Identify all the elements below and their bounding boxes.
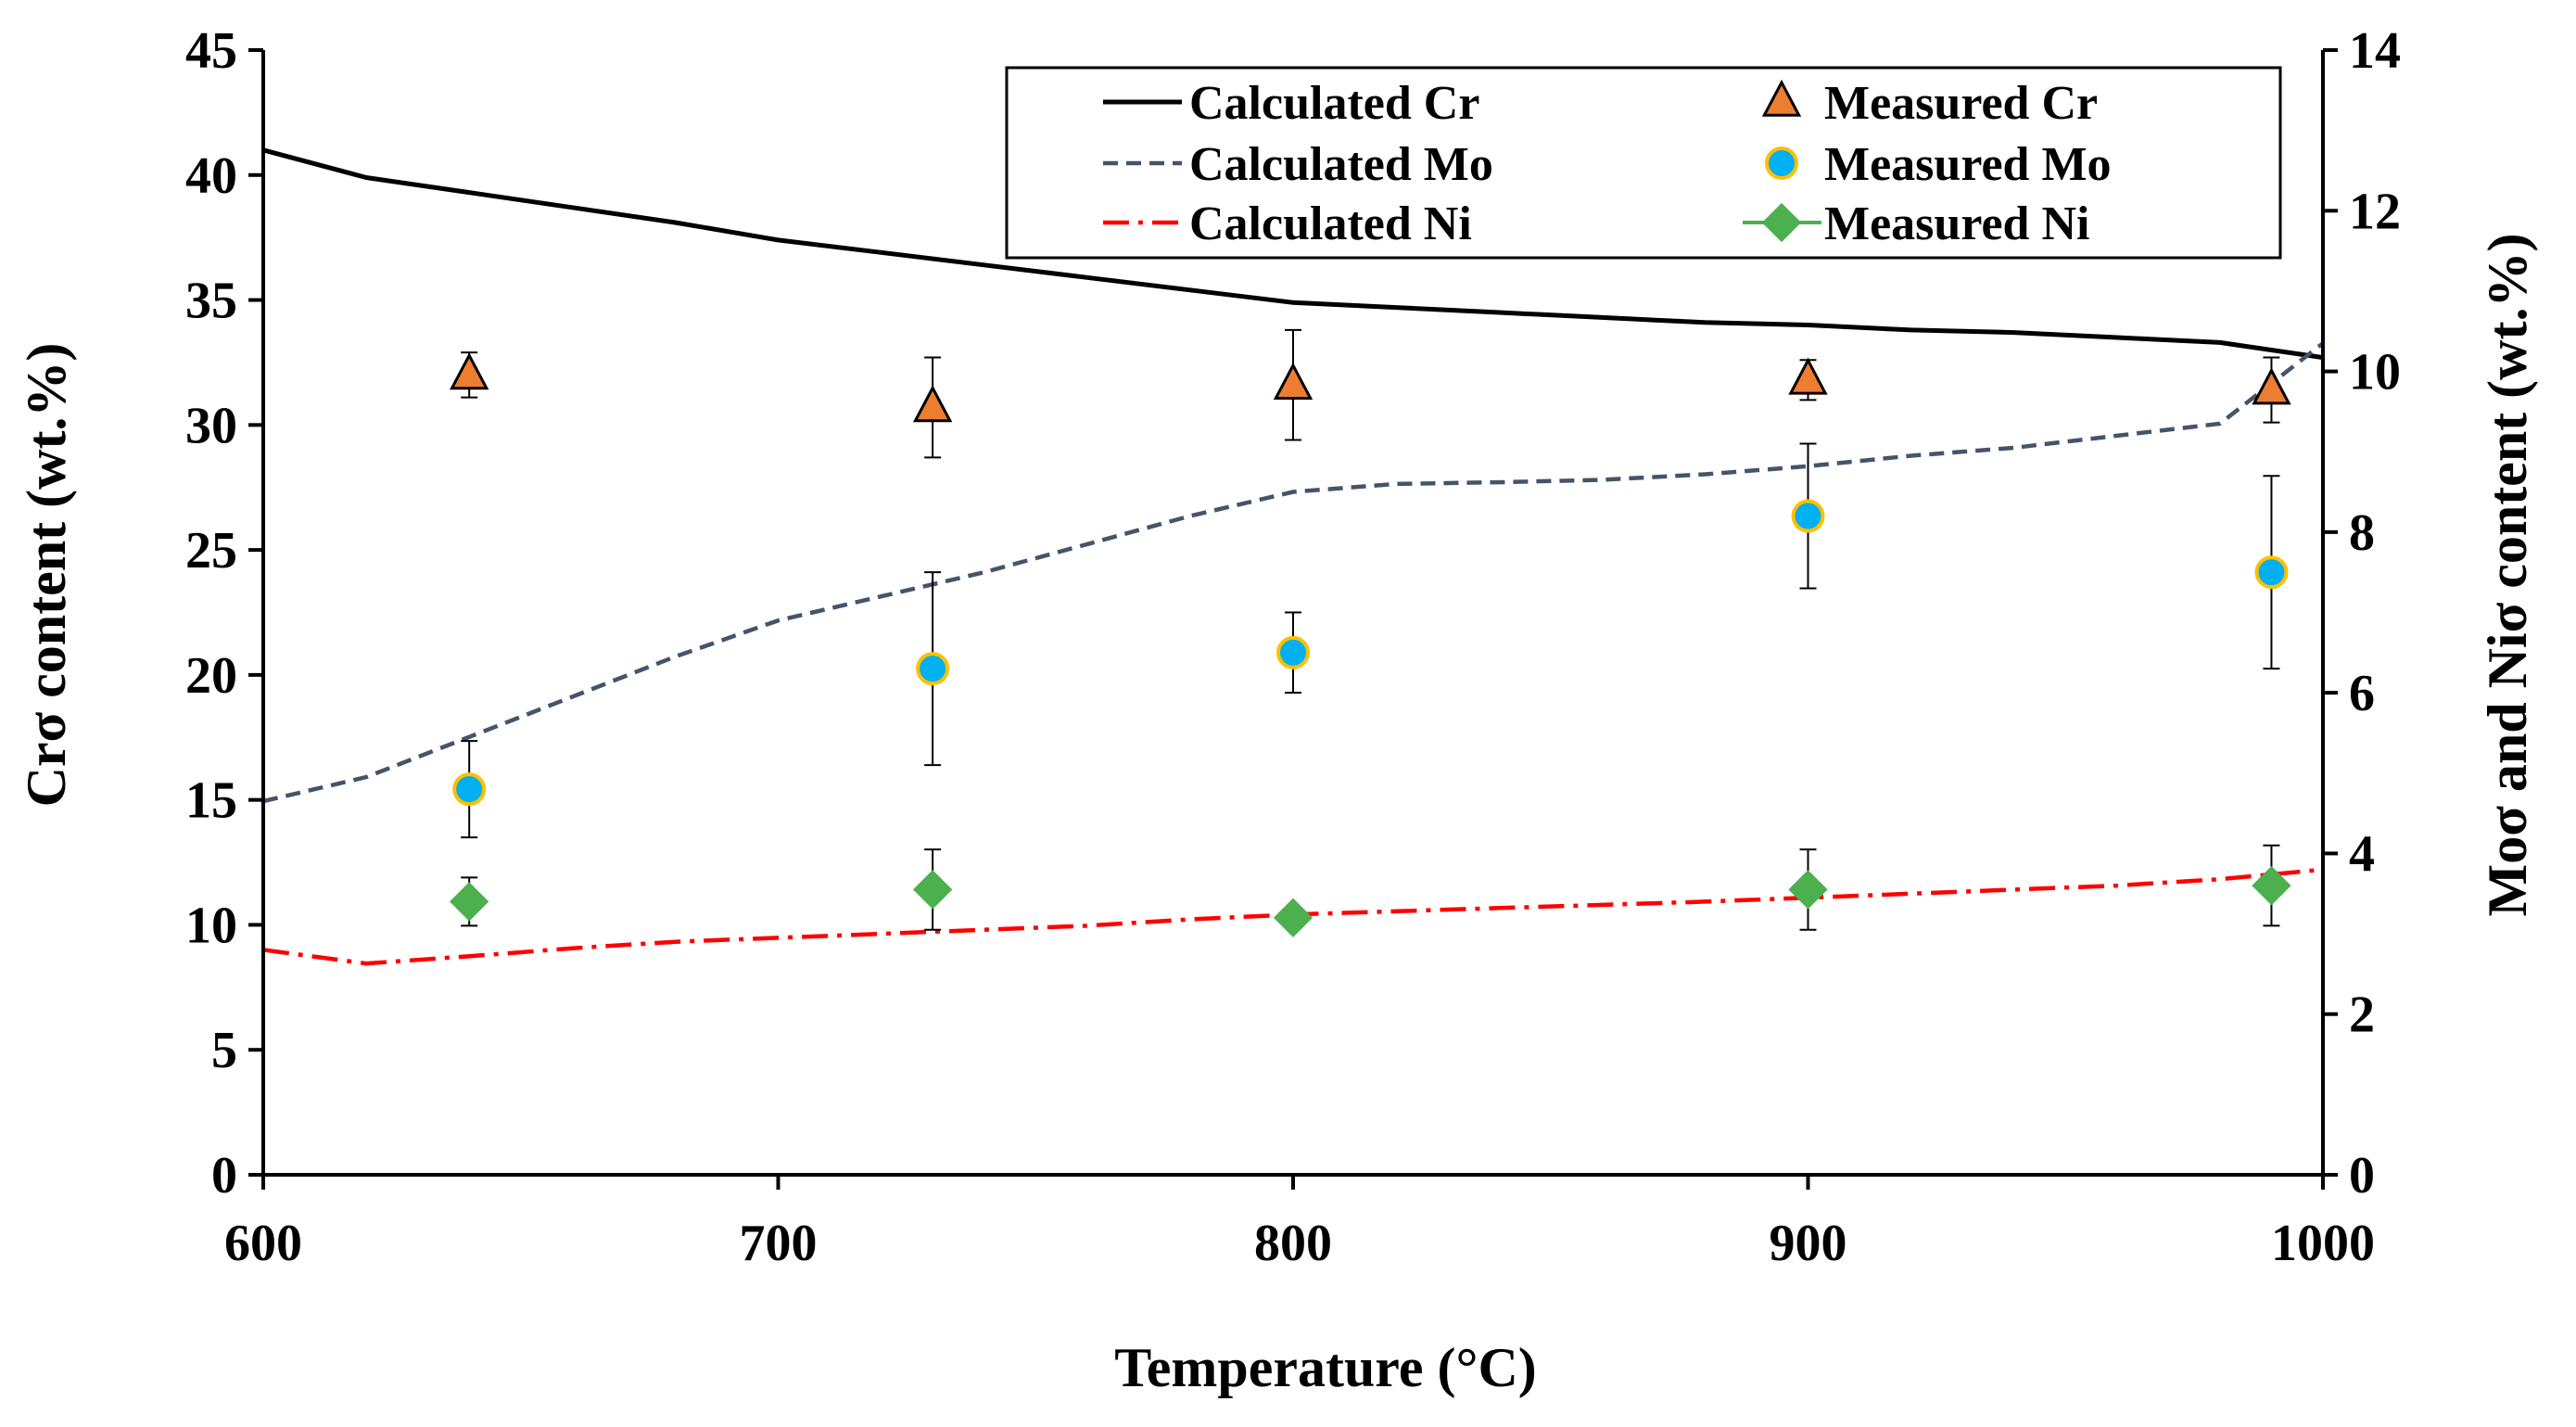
y-left-tick-label: 5	[211, 1022, 237, 1079]
tick-labels: 600 700 800 900 1000 0 5 10 15 20 25 30 35 40 45 0 2 4 6 8 1…	[185, 22, 2401, 1272]
error-bars	[461, 328, 2280, 931]
y-right-tick-label: 12	[2349, 183, 2401, 240]
x-tick-label: 600	[224, 1215, 302, 1272]
measured-markers	[450, 352, 2291, 937]
y-right-tick-label: 8	[2349, 504, 2375, 562]
y-right-tick-label: 14	[2349, 22, 2401, 80]
data-point-measured-ni	[1788, 870, 1828, 910]
y-left-tick-label: 30	[185, 397, 237, 454]
y-left-tick-label: 35	[185, 273, 237, 330]
x-axis-title: Temperature (°C)	[1114, 1337, 1537, 1398]
y-left-tick-label: 45	[185, 22, 237, 80]
y-left-tick-label: 20	[185, 647, 237, 705]
data-point-measured-ni	[450, 882, 489, 922]
y-left-tick-label: 15	[185, 772, 237, 830]
data-point-measured-mo	[452, 772, 487, 807]
data-point-measured-cr	[2252, 367, 2291, 405]
axes	[248, 48, 2338, 1190]
legend-marker-measured-cr	[1761, 79, 1802, 117]
x-tick-label: 1000	[2271, 1215, 2375, 1272]
legend-label-measured-ni: Measured Ni	[1824, 197, 2089, 250]
legend-label-measured-mo: Measured Mo	[1824, 138, 2112, 191]
y-right-tick-label: 2	[2349, 987, 2375, 1044]
legend: Calculated Cr Calculated Mo Calculated Ni M…	[1005, 66, 2282, 260]
data-point-measured-mo	[1276, 635, 1310, 669]
data-point-measured-ni	[1273, 898, 1313, 937]
data-point-measured-ni	[2252, 865, 2291, 906]
data-point-measured-ni	[913, 870, 953, 910]
y-axis-left-title: Crσ content (wt.%)	[16, 343, 77, 808]
y-left-tick-label: 10	[185, 897, 237, 954]
legend-label-calculated-cr: Calculated Cr	[1189, 77, 1479, 130]
series-line-calculated-mo	[262, 341, 2325, 804]
y-right-tick-label: 6	[2349, 665, 2375, 722]
y-left-tick-label: 40	[185, 147, 237, 205]
y-left-tick-label: 0	[211, 1147, 237, 1204]
legend-marker-measured-mo	[1765, 147, 1798, 180]
x-tick-label: 800	[1254, 1215, 1332, 1272]
x-tick-label: 900	[1770, 1215, 1847, 1272]
data-point-measured-cr	[1788, 357, 1828, 395]
legend-marker-measured-ni	[1761, 202, 1802, 243]
data-point-measured-mo	[2254, 555, 2289, 590]
data-point-measured-mo	[916, 652, 950, 686]
y-right-tick-label: 10	[2349, 344, 2401, 401]
data-point-measured-cr	[450, 352, 489, 390]
y-right-tick-label: 4	[2349, 825, 2375, 883]
legend-box	[1005, 66, 2282, 260]
legend-label-calculated-mo: Calculated Mo	[1189, 138, 1493, 191]
legend-label-calculated-ni: Calculated Ni	[1189, 197, 1472, 250]
data-point-measured-mo	[1791, 499, 1825, 533]
y-axis-right-title: Moσ and Niσ content (wt.%)	[2477, 234, 2538, 917]
calculated-lines	[262, 147, 2325, 966]
y-left-tick-label: 25	[185, 522, 237, 580]
series-line-calculated-cr	[262, 147, 2324, 361]
x-tick-label: 700	[740, 1215, 818, 1272]
y-right-tick-label: 0	[2349, 1147, 2375, 1204]
data-point-measured-cr	[912, 385, 953, 423]
data-point-measured-cr	[1273, 362, 1313, 400]
legend-label-measured-cr: Measured Cr	[1824, 77, 2098, 130]
